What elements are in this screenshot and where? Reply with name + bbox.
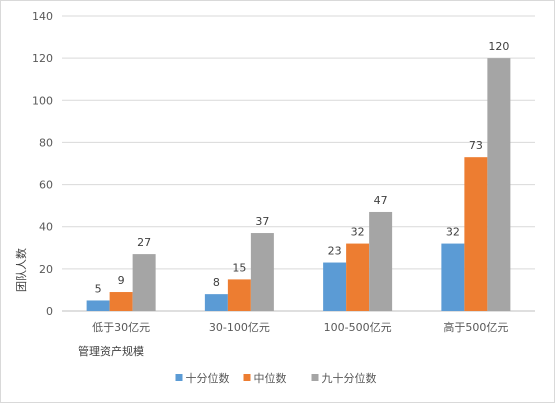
y-tick-label: 100 bbox=[32, 94, 53, 107]
data-label: 27 bbox=[137, 236, 151, 249]
y-tick-label: 60 bbox=[39, 179, 53, 192]
y-tick-label: 80 bbox=[39, 136, 53, 149]
legend-swatch bbox=[243, 374, 251, 381]
legend-swatch bbox=[311, 374, 319, 381]
bar bbox=[86, 300, 110, 311]
bar bbox=[346, 243, 370, 311]
data-label: 47 bbox=[374, 194, 388, 207]
y-tick-label: 120 bbox=[32, 52, 53, 65]
bar bbox=[132, 254, 156, 311]
y-tick-label: 20 bbox=[39, 263, 53, 276]
legend-swatch bbox=[175, 374, 183, 381]
data-label: 32 bbox=[446, 226, 460, 239]
bar bbox=[109, 292, 133, 311]
legend-label: 九十分位数 bbox=[322, 371, 377, 385]
category-label: 高于500亿元 bbox=[443, 320, 508, 334]
x-axis-title: 管理资产规模 bbox=[78, 344, 144, 358]
bar bbox=[204, 294, 228, 311]
category-label: 100-500亿元 bbox=[324, 321, 392, 334]
legend: 十分位数 中位数 九十分位数 bbox=[175, 371, 377, 385]
data-label: 73 bbox=[469, 139, 483, 152]
bar bbox=[487, 58, 511, 312]
bar bbox=[441, 243, 465, 311]
bar bbox=[464, 157, 488, 311]
data-label: 8 bbox=[213, 276, 220, 289]
legend-label: 十分位数 bbox=[186, 371, 230, 385]
bar bbox=[250, 233, 274, 311]
data-label: 23 bbox=[328, 245, 342, 258]
data-label: 37 bbox=[255, 215, 269, 228]
y-tick-label: 40 bbox=[39, 221, 53, 234]
bar bbox=[323, 262, 347, 311]
y-tick-label: 140 bbox=[32, 10, 53, 23]
category-label: 30-100亿元 bbox=[209, 321, 270, 334]
data-label: 15 bbox=[232, 261, 246, 274]
y-axis-title: 团队人数 bbox=[14, 248, 28, 292]
data-label: 9 bbox=[118, 274, 125, 287]
legend-label: 中位数 bbox=[254, 371, 287, 385]
data-label: 120 bbox=[488, 40, 509, 53]
bar bbox=[369, 211, 393, 311]
bar bbox=[227, 279, 251, 311]
category-label: 低于30亿元 bbox=[92, 321, 150, 334]
data-label: 32 bbox=[351, 226, 365, 239]
data-label: 5 bbox=[95, 282, 102, 295]
y-tick-label: 0 bbox=[46, 305, 53, 318]
